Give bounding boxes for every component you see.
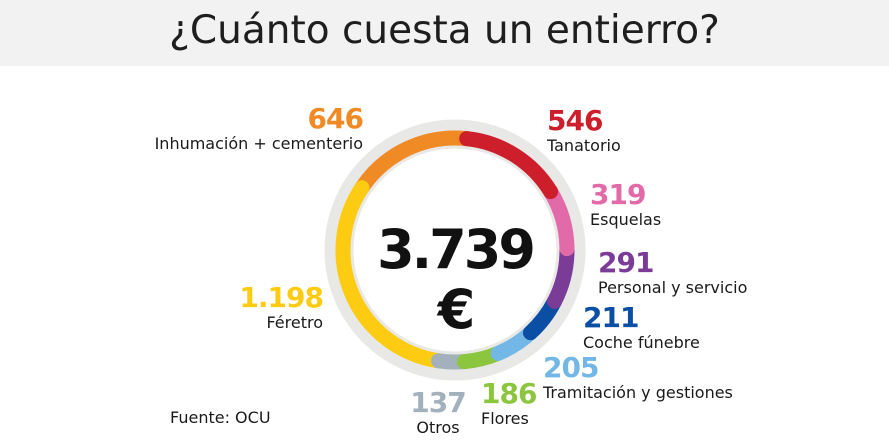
- title-band: [0, 0, 889, 66]
- label-personal: 291 Personal y servicio: [598, 248, 747, 298]
- value-label: 186: [481, 377, 537, 410]
- label-feretro: 1.198 Féretro: [239, 281, 324, 333]
- category-label: Inhumación + cementerio: [154, 134, 363, 153]
- source-note: Fuente: OCU: [170, 408, 271, 427]
- category-label: Personal y servicio: [598, 278, 748, 297]
- value-label: 211: [583, 301, 639, 334]
- value-label: 319: [590, 178, 646, 211]
- category-label: Coche fúnebre: [583, 333, 700, 352]
- page-title: ¿Cuánto cuesta un entierro?: [169, 8, 720, 53]
- category-label: Féretro: [266, 313, 323, 332]
- value-label: 546: [547, 104, 603, 137]
- value-label: 291: [598, 246, 654, 279]
- category-label: Tramitación y gestiones: [543, 383, 733, 402]
- total-value: 3.739 €: [377, 218, 536, 341]
- value-label: 205: [543, 351, 599, 384]
- value-label: 1.198: [239, 281, 324, 314]
- label-esquelas: 319 Esquelas: [590, 180, 661, 230]
- label-flores: 186 Flores: [481, 377, 537, 429]
- label-coche: 211 Coche fúnebre: [583, 303, 700, 353]
- category-label: Otros: [416, 418, 460, 437]
- value-label: 646: [307, 102, 364, 135]
- donut-slice-8: [354, 130, 475, 196]
- label-tanatorio: 546 Tanatorio: [547, 106, 621, 156]
- label-otros: 137 Otros: [408, 388, 468, 438]
- label-inhumacion: 646 Inhumación + cementerio: [154, 102, 364, 154]
- category-label: Esquelas: [590, 210, 662, 229]
- label-tramitacion: 205 Tramitación y gestiones: [543, 353, 733, 403]
- donut-slice-7: [335, 180, 447, 369]
- category-label: Flores: [481, 409, 529, 428]
- category-label: Tanatorio: [547, 136, 621, 155]
- donut-slice-0: [459, 131, 559, 200]
- value-label: 137: [410, 386, 466, 419]
